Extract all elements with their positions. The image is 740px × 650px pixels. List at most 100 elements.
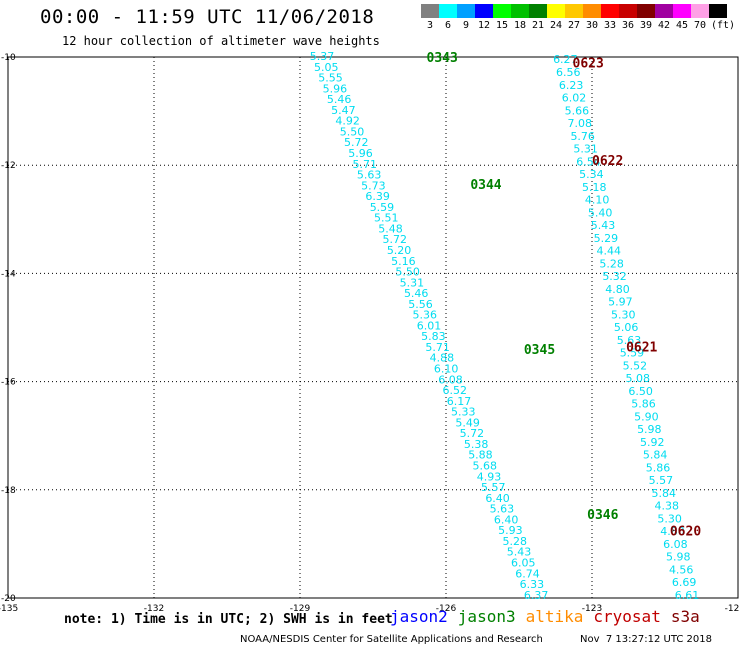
wave-height-label: 5.36 [413,309,438,322]
pass-time-label: 0621 [626,340,657,355]
credit-text: NOAA/NESDIS Center for Satellite Applica… [240,634,543,645]
wave-height-label: 5.52 [623,359,648,372]
wave-height-label: 4.56 [669,563,694,576]
wave-height-label: 6.61 [675,589,700,602]
wave-height-label: 6.74 [515,567,540,580]
wave-height-label: 5.30 [657,512,682,525]
wave-height-label: 6.39 [365,190,390,203]
wave-height-label: 5.86 [631,398,656,411]
wave-height-label: 5.50 [395,266,420,279]
wave-height-label: 6.08 [663,538,688,551]
legend-swatch [475,4,493,18]
wave-height-label: 5.90 [634,410,659,423]
wave-height-label: 6.50 [628,385,653,398]
satellite-legend: jason2 jason3 altika cryosat s3a [390,607,710,626]
wave-height-label: 5.20 [387,244,412,257]
wave-height-label: 4.44 [597,245,622,258]
wave-height-label: 4.10 [585,194,610,207]
legend-label: 21 [531,20,545,31]
legend-swatch [493,4,511,18]
y-tick-label: -10 [1,53,16,63]
x-tick-label: -135 [0,604,18,614]
y-tick-label: -16 [1,378,16,388]
satellite-name: jason2 [390,607,448,626]
pass-time-label: 0345 [524,343,555,358]
wave-height-label: 4.92 [335,115,360,128]
wave-height-label: 5.86 [646,461,671,474]
legend-swatch [691,4,709,18]
legend-swatch [637,4,655,18]
wave-height-label: 5.66 [565,104,590,117]
wave-height-label: 4.80 [605,283,630,296]
legend-label: 3 [426,20,434,31]
satellite-name: jason3 [457,607,516,626]
legend-label: 30 [585,20,599,31]
wave-height-label: 5.56 [408,298,433,311]
wave-height-label: 5.84 [652,487,677,500]
wave-height-label: 5.96 [323,82,348,95]
y-tick-label: -18 [1,486,16,496]
wave-height-label: 6.01 [417,319,442,332]
wave-height-label: 5.59 [370,201,395,214]
legend-unit: (ft) [711,20,736,31]
wave-height-label: 5.63 [617,334,642,347]
wave-height-label: 7.08 [568,117,593,130]
wave-height-label: 5.46 [327,93,352,106]
legend-label: 12 [477,20,491,31]
satellite-name: s3a [670,607,700,626]
wave-height-label: 5.84 [643,449,668,462]
wave-height-label: 5.93 [498,524,523,537]
wave-height-label: 6.54 [576,155,601,168]
wave-height-label: 4.88 [430,352,455,365]
wave-height-label: 5.31 [573,143,598,156]
footer-note: note: 1) Time is in UTC; 2) SWH is in fe… [64,612,393,627]
wave-height-label: 5.49 [455,416,480,429]
y-tick-label: -14 [1,269,16,279]
wave-height-label: 5.92 [640,436,665,449]
timestamp-text: Nov 7 13:27:12 UTC 2018 [580,634,712,645]
satellite-name: altika [525,607,584,626]
wave-height-label: 5.76 [570,130,595,143]
wave-height-label: 5.98 [637,423,662,436]
wave-height-label: 5.31 [400,276,425,289]
legend-swatch [565,4,583,18]
wave-height-label: 5.57 [649,474,674,487]
wave-height-label: 5.97 [608,296,633,309]
chart-subtitle: 12 hour collection of altimeter wave hei… [62,34,380,48]
legend-swatch [421,4,439,18]
wave-height-label: 5.96 [348,147,373,160]
legend-swatch [529,4,547,18]
wave-height-label: 6.10 [434,363,459,376]
wave-height-label: 5.72 [344,136,369,149]
legend-swatch [601,4,619,18]
wave-height-label: 5.88 [468,449,493,462]
legend-label: 70 [693,20,707,31]
wave-height-label: 6.27 [553,53,578,66]
legend-label: 18 [513,20,527,31]
wave-height-label: 5.59 [620,347,645,360]
wave-height-label: 5.63 [357,169,382,182]
wave-height-label: 5.47 [331,104,356,117]
wave-height-label: 5.63 [490,503,515,516]
legend-swatch [547,4,565,18]
pass-time-label: 0343 [427,51,458,66]
wave-height-label: 5.68 [472,460,497,473]
wave-height-label: 6.05 [511,557,536,570]
wave-height-label: 6.23 [559,79,584,92]
wave-height-label: 5.28 [599,257,624,270]
legend-label: 45 [675,20,689,31]
legend-swatch [619,4,637,18]
legend-label: 15 [495,20,509,31]
wave-height-label: 5.05 [314,61,339,74]
legend-swatch [583,4,601,18]
legend-swatch [439,4,457,18]
wave-height-label: 5.32 [602,270,627,283]
y-tick-label: -12 [1,161,16,171]
pass-time-label: 0622 [592,154,623,169]
legend-label: 9 [462,20,470,31]
wave-height-label: 4.80 [660,525,685,538]
wave-height-label: 5.08 [625,372,650,385]
legend-swatch [673,4,691,18]
wave-height-label: 5.51 [374,212,399,225]
legend-label: 33 [603,20,617,31]
